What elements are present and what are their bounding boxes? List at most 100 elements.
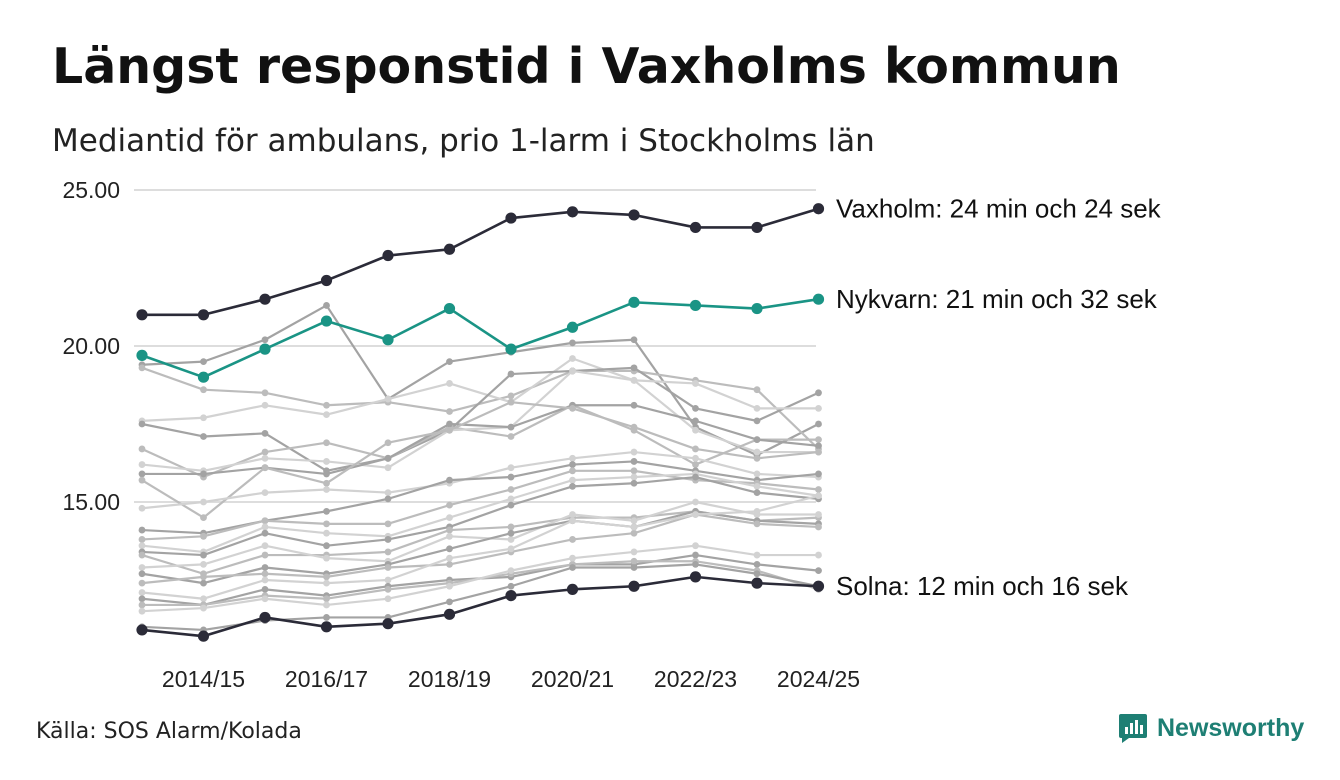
data-point — [815, 470, 822, 478]
line-chart: 25.00 20.00 15.00 2014/15 2016/17 2018/19 202… — [62, 177, 1162, 692]
data-point — [197, 630, 210, 642]
data-point — [138, 364, 146, 372]
series-kommun-7 — [138, 401, 822, 478]
data-point — [507, 486, 515, 493]
data-point — [507, 423, 515, 431]
chart-subtitle: Mediantid för ambulans, prio 1-larm i St… — [52, 123, 875, 159]
data-point — [261, 336, 269, 344]
data-point — [382, 334, 394, 346]
data-point — [261, 585, 269, 593]
data-point — [136, 349, 148, 361]
highlighted-series — [136, 203, 825, 642]
data-point — [200, 414, 207, 422]
data-point — [753, 448, 761, 456]
x-tick-label: 2024/25 — [777, 666, 860, 692]
data-point — [507, 501, 515, 509]
data-point — [446, 582, 453, 590]
data-point — [692, 561, 699, 568]
data-point — [569, 476, 576, 484]
data-point — [630, 336, 638, 344]
data-point — [138, 504, 146, 512]
data-point — [200, 514, 207, 521]
data-point — [384, 585, 392, 593]
series-nykvarn — [136, 293, 825, 383]
x-tick-label: 2016/17 — [285, 666, 368, 692]
data-point — [261, 389, 269, 397]
data-point — [630, 517, 638, 525]
data-point — [200, 573, 207, 581]
data-point — [384, 548, 392, 556]
series-line — [141, 563, 819, 632]
data-point — [200, 358, 207, 365]
data-point — [507, 433, 515, 440]
series-labels: Vaxholm: 24 min och 24 sek Nykvarn: 21 mi… — [836, 194, 1162, 602]
data-point — [753, 570, 761, 578]
series-line — [141, 366, 819, 472]
series-line — [141, 575, 819, 638]
series-line — [141, 366, 820, 450]
data-point — [446, 358, 453, 365]
data-point — [443, 243, 456, 255]
data-point — [689, 571, 702, 583]
data-point — [323, 411, 330, 419]
data-point — [692, 473, 699, 481]
data-point — [261, 454, 269, 462]
data-point — [630, 479, 638, 487]
data-point — [507, 545, 515, 553]
data-point — [692, 461, 699, 468]
data-point — [323, 595, 330, 603]
data-point — [507, 473, 515, 481]
data-point — [815, 492, 822, 500]
data-point — [261, 529, 269, 537]
data-point — [138, 570, 146, 578]
series-kommun-18 — [138, 492, 822, 603]
series-line — [141, 513, 819, 585]
data-point — [569, 367, 576, 375]
data-point — [200, 561, 207, 568]
data-point — [200, 604, 207, 612]
series-line — [141, 304, 819, 457]
data-point — [384, 439, 392, 447]
data-point — [630, 364, 638, 372]
data-point — [569, 536, 576, 543]
series-line — [141, 357, 819, 454]
data-point — [689, 299, 702, 312]
data-point — [446, 476, 453, 484]
data-point — [753, 470, 761, 478]
data-point — [323, 542, 330, 550]
data-point — [692, 445, 699, 453]
y-tick-label: 20.00 — [62, 333, 120, 359]
data-point — [200, 551, 207, 559]
data-point — [384, 564, 392, 571]
data-point — [323, 479, 330, 487]
data-point — [323, 579, 330, 587]
data-point — [753, 386, 761, 394]
y-tick-label: 15.00 — [62, 489, 120, 515]
data-point — [323, 486, 330, 493]
data-point — [507, 464, 515, 472]
data-point — [507, 567, 515, 575]
data-point — [505, 212, 517, 224]
data-point — [753, 436, 761, 443]
data-point — [320, 274, 333, 287]
data-point — [323, 401, 330, 409]
data-point — [815, 551, 822, 559]
data-point — [628, 209, 640, 221]
data-point — [446, 526, 453, 534]
data-point — [384, 576, 392, 584]
data-point — [320, 315, 333, 327]
data-point — [138, 551, 146, 559]
data-point — [138, 526, 146, 534]
series-line — [141, 475, 819, 557]
data-point — [446, 408, 453, 415]
data-point — [507, 529, 515, 537]
series-line — [141, 401, 819, 519]
data-point — [692, 417, 699, 425]
data-point — [259, 293, 271, 305]
data-point — [200, 386, 207, 394]
data-point — [569, 405, 576, 412]
data-point — [446, 501, 453, 509]
data-point — [323, 520, 330, 528]
data-point — [751, 221, 763, 234]
series-kommun-21 — [138, 542, 822, 615]
